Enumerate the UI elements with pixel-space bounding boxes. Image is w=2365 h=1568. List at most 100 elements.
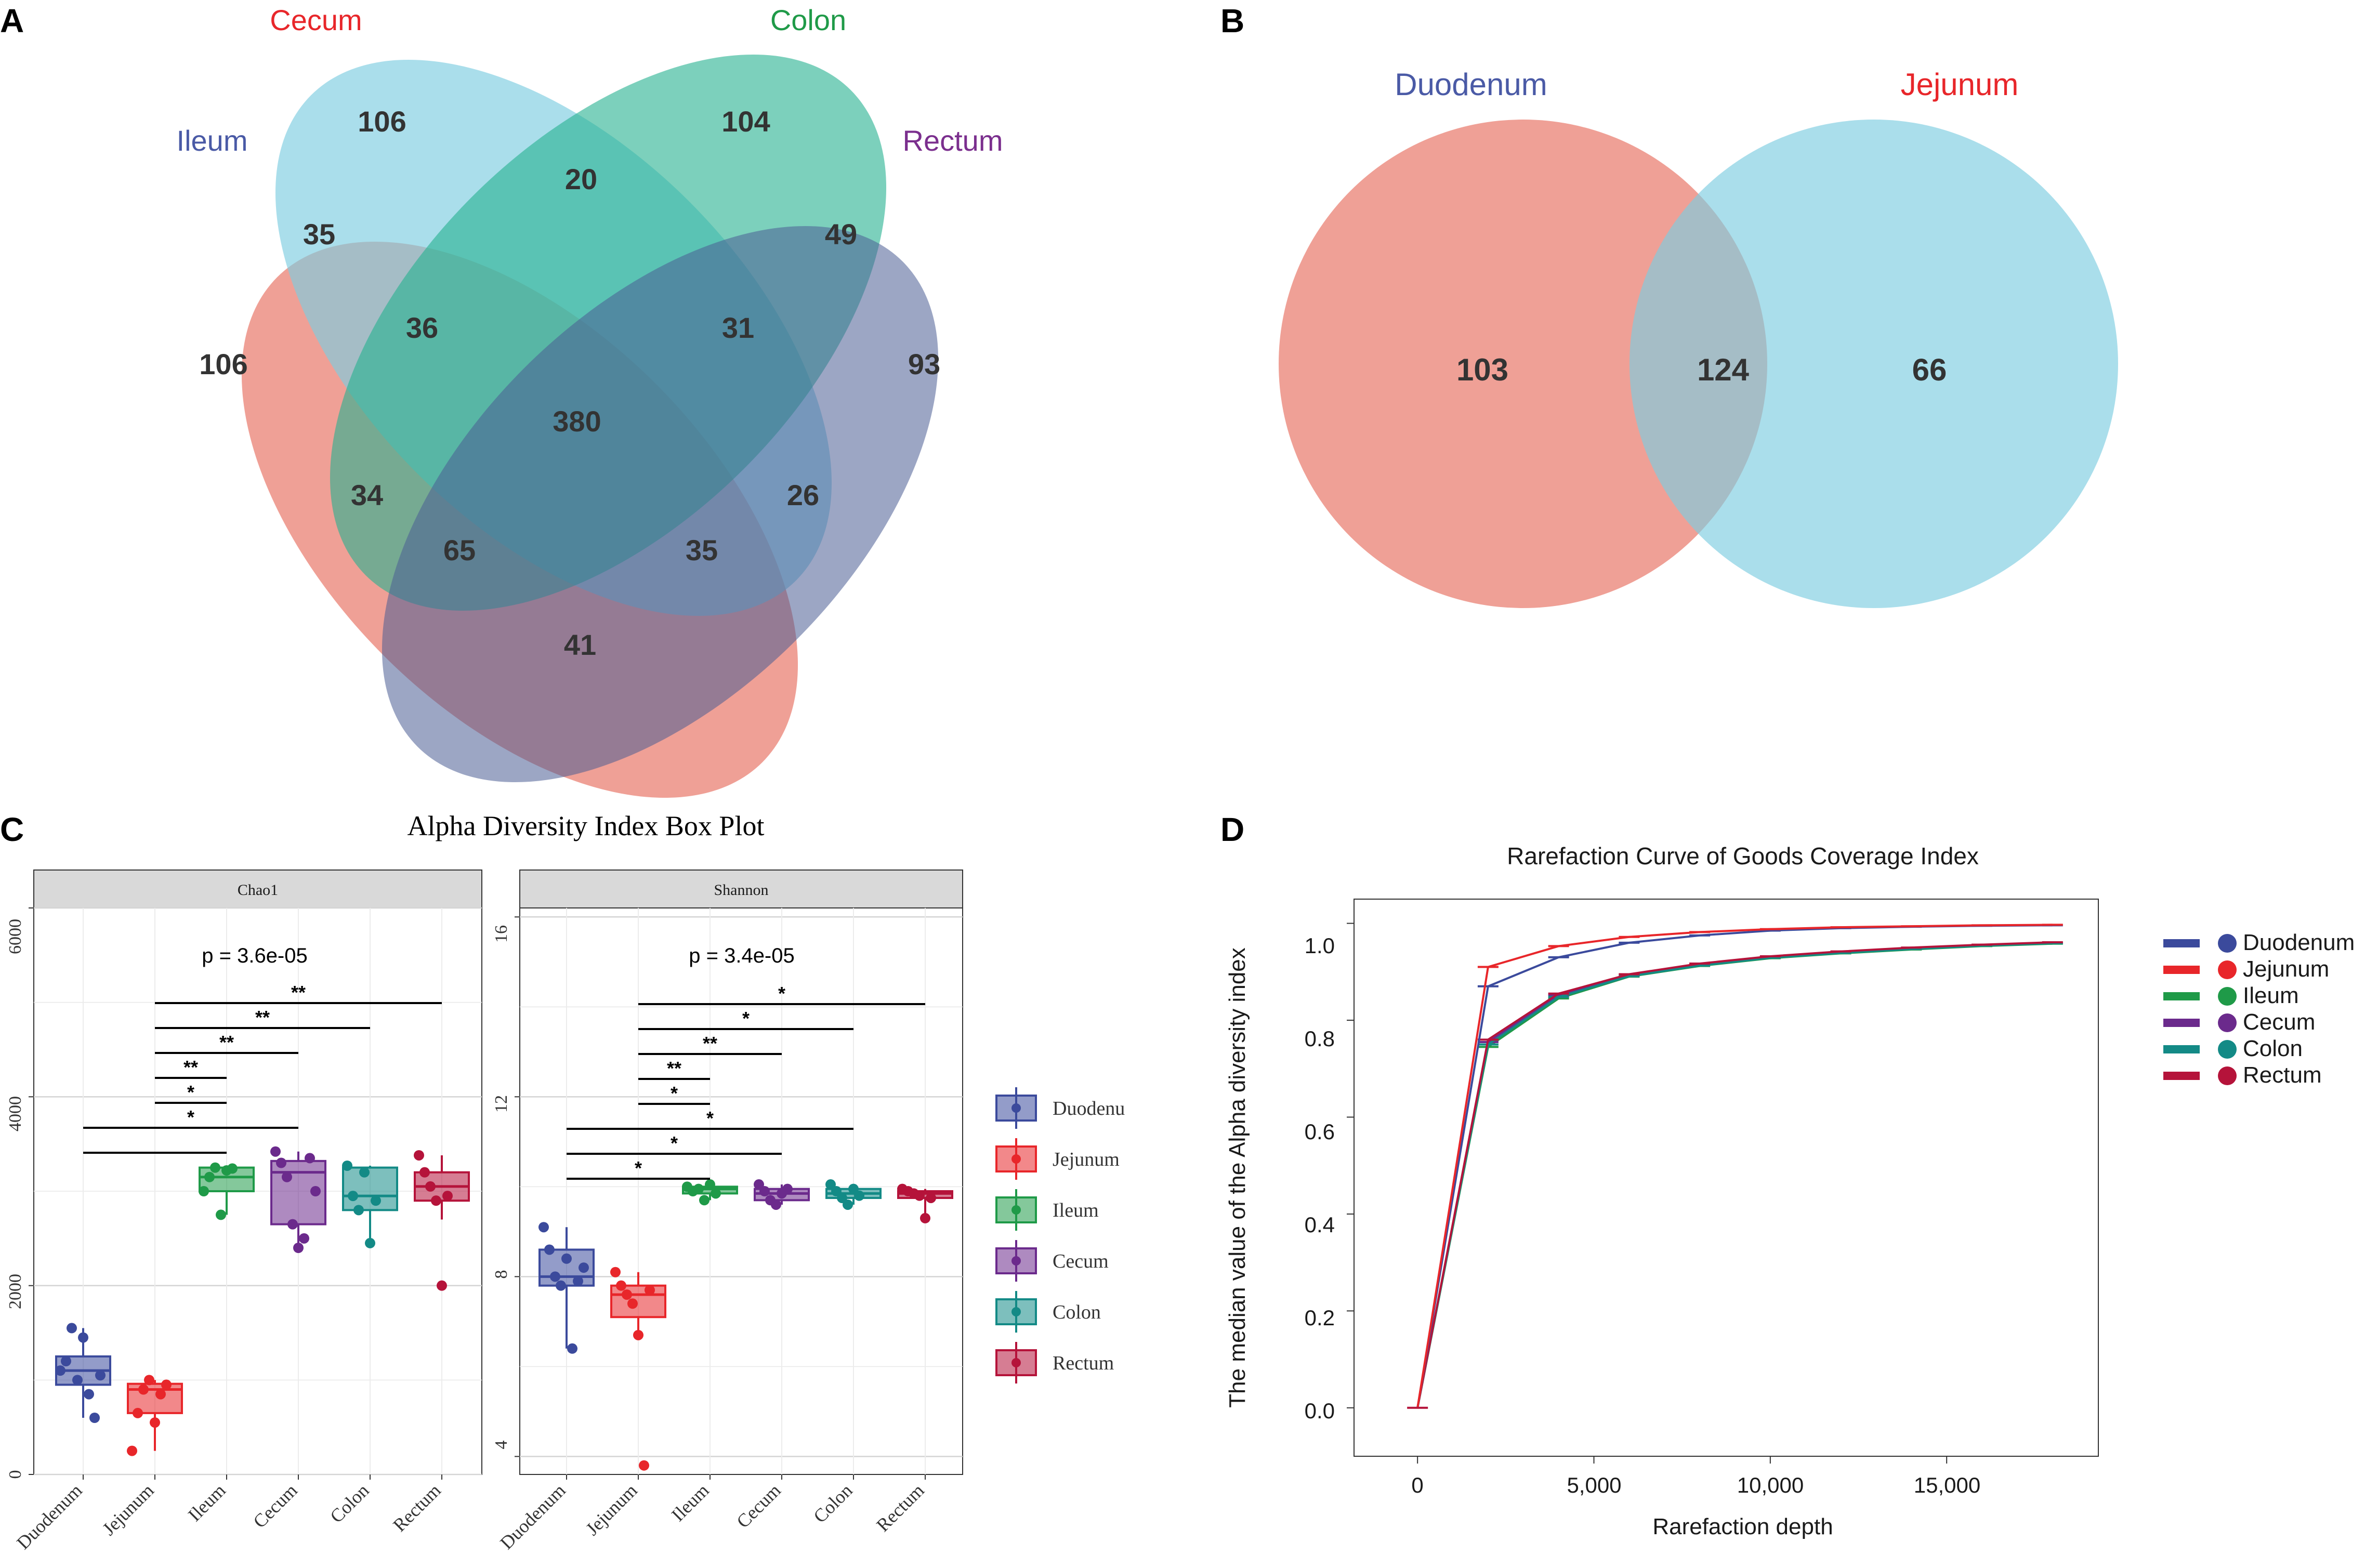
significance-label: ** [255,1007,270,1028]
data-point [371,1195,381,1206]
data-point [573,1276,583,1287]
data-point [771,1199,781,1210]
venn-a-region-value: 35 [303,218,335,251]
pvalue-chao1: p = 3.6e-05 [202,944,308,967]
series-line [1416,942,2053,1408]
legend-label: Jejunum [1053,1149,1120,1170]
plot-area [1354,899,2099,1457]
data-point [633,1329,643,1340]
data-point [843,1199,853,1210]
legend-label: Rectum [1053,1352,1114,1374]
data-point [342,1160,352,1171]
venn-a-region-value: 104 [721,105,770,138]
y-tick-label: 12 [492,1095,511,1113]
y-tick-label: 2000 [6,1274,25,1309]
legend-key-line [2163,939,2200,947]
venn-a-region-value: 20 [565,163,597,195]
venn-b-jejunum-set [1630,120,2118,608]
data-point [854,1190,864,1201]
line-legend: Duodenum Jejunum Ileum Cecum Colon Rectu… [2163,930,2355,1088]
y-tick-label: 4 [492,1441,511,1450]
venn-a-region-value: 106 [358,105,406,138]
x-tick-label: Colon [326,1480,373,1527]
x-tick-label: 15,000 [1914,1473,1980,1497]
data-point [926,1192,936,1203]
legend-key-point [1011,1358,1021,1367]
venn-a: Cecum Colon Ileum Rectum 106 104 20 35 4… [177,4,1003,798]
panel-label-a: A [0,2,24,39]
legend-key-point [2218,960,2237,979]
x-tick-label: Duodenum [12,1480,86,1553]
data-point [365,1237,375,1248]
data-point [616,1280,626,1291]
boxplot-c: Alpha Diversity Index Box Plot Chao1 Sha… [6,810,1125,1553]
venn-a-region-value: 26 [787,479,819,511]
x-tick-label: 10,000 [1737,1473,1804,1497]
data-point [150,1417,160,1428]
x-axis-label: Rarefaction depth [1652,1514,1833,1539]
venn-a-region-value: 41 [564,628,596,661]
venn-b: Duodenum Jejunum 103 124 66 [1279,67,2118,608]
significance-label: ** [667,1058,681,1079]
x-tick-label: 5,000 [1567,1473,1621,1497]
venn-a-region-value: 31 [722,311,754,344]
legend-label: Colon [2243,1036,2303,1061]
data-point [705,1179,715,1190]
box [610,1284,666,1319]
y-axis-label: The median value of the Alpha diversity … [1225,947,1250,1407]
data-point [138,1384,149,1395]
legend-key-point [1011,1103,1021,1113]
legend-key-point [2218,1013,2237,1032]
facet-strip-chao1 [33,869,482,908]
data-point [55,1365,65,1376]
panel-label-c: C [0,811,24,848]
data-point [67,1323,77,1334]
legend-label: Ileum [1053,1200,1099,1221]
legend-key-point [1011,1205,1021,1215]
data-point [622,1289,632,1300]
significance-label: ** [183,1057,198,1078]
venn-a-region-value: 36 [406,311,438,344]
y-tick-label: 4000 [6,1096,25,1131]
data-point [538,1222,549,1233]
y-tick-label: 6000 [6,919,25,954]
line-chart-title: Rarefaction Curve of Goods Coverage Inde… [1507,842,1979,869]
venn-a-set-name-cecum: Cecum [270,4,362,36]
data-point [299,1233,309,1244]
significance-label: * [671,1083,678,1104]
legend-label: Rectum [2243,1062,2322,1088]
significance-label: * [706,1108,714,1129]
legend-key-box [995,1196,1037,1223]
panel-label-b: B [1220,2,1244,39]
data-point [437,1280,447,1291]
y-tick-label: 0.6 [1305,1119,1335,1144]
venn-a-region-value: 106 [199,348,247,380]
significance-label: * [187,1106,194,1128]
data-point [711,1188,721,1199]
series-line [1416,924,2053,1408]
legend-key-line [2163,1045,2200,1053]
legend-key-point [1011,1256,1021,1266]
venn-a-rectum-set [382,226,939,783]
venn-b-set-name-duodenum: Duodenum [1395,67,1547,102]
legend-key-point [2218,1040,2237,1059]
data-point [359,1167,370,1178]
facet-title-shannon: Shannon [714,881,769,899]
venn-b-region-value: 124 [1697,352,1750,387]
x-tick-label: Ileum [667,1480,713,1525]
data-point [216,1209,226,1220]
venn-a-region-value: 35 [686,534,718,566]
venn-a-region-value: 380 [553,405,601,438]
legend-key-line [2163,1019,2200,1027]
data-point [693,1183,704,1194]
significance-label: * [635,1157,642,1179]
data-point [627,1298,638,1309]
legend-key-point [1011,1307,1021,1316]
venn-a-region-value: 93 [908,348,940,380]
box [342,1166,398,1211]
significance-label: * [742,1008,750,1029]
significance-label: ** [219,1032,234,1053]
y-tick-label: 0 [6,1470,25,1479]
y-tick-label: 8 [492,1270,511,1279]
venn-b-region-value: 66 [1912,352,1947,387]
